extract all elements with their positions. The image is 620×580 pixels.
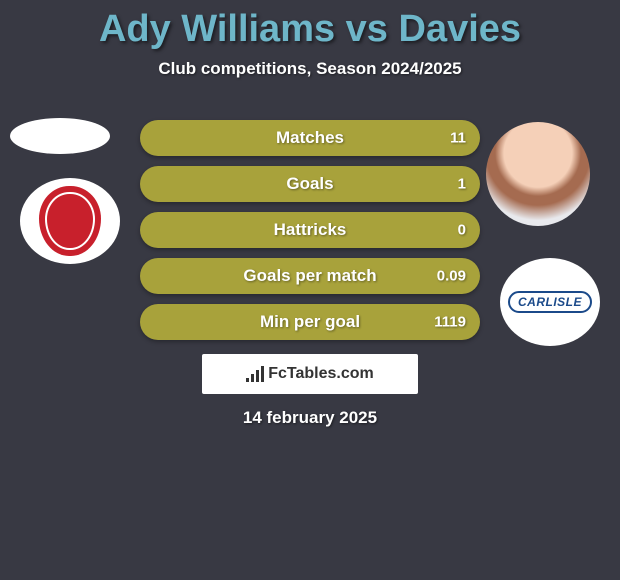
- fctables-watermark: FcTables.com: [202, 354, 418, 394]
- stat-row: Matches 11: [140, 120, 480, 156]
- date-label: 14 february 2025: [0, 408, 620, 428]
- stat-value: 1119: [434, 314, 466, 331]
- stat-value: 0.09: [437, 268, 466, 285]
- page-title: Ady Williams vs Davies: [0, 0, 620, 51]
- stat-row: Min per goal 1119: [140, 304, 480, 340]
- stat-row: Goals 1: [140, 166, 480, 202]
- stat-row: Hattricks 0: [140, 212, 480, 248]
- stats-container: Matches 11 Goals 1 Hattricks 0 Goals per…: [140, 120, 480, 350]
- page-subtitle: Club competitions, Season 2024/2025: [0, 59, 620, 79]
- club-left-badge-inner: [39, 186, 101, 256]
- stat-label: Matches: [276, 128, 344, 148]
- stat-label: Hattricks: [274, 220, 347, 240]
- club-right-badge: CARLISLE: [500, 258, 600, 346]
- club-left-badge: [20, 178, 120, 264]
- stat-label: Goals per match: [243, 266, 376, 286]
- bar-chart-icon: [246, 366, 264, 382]
- player-right-avatar: [486, 122, 590, 226]
- stat-value: 11: [450, 130, 466, 147]
- stat-label: Min per goal: [260, 312, 360, 332]
- player-left-avatar: [10, 118, 110, 154]
- stat-value: 0: [458, 222, 466, 239]
- fctables-text: FcTables.com: [268, 365, 374, 383]
- stat-value: 1: [458, 176, 466, 193]
- stat-label: Goals: [286, 174, 333, 194]
- stat-row: Goals per match 0.09: [140, 258, 480, 294]
- club-right-badge-text: CARLISLE: [508, 291, 592, 313]
